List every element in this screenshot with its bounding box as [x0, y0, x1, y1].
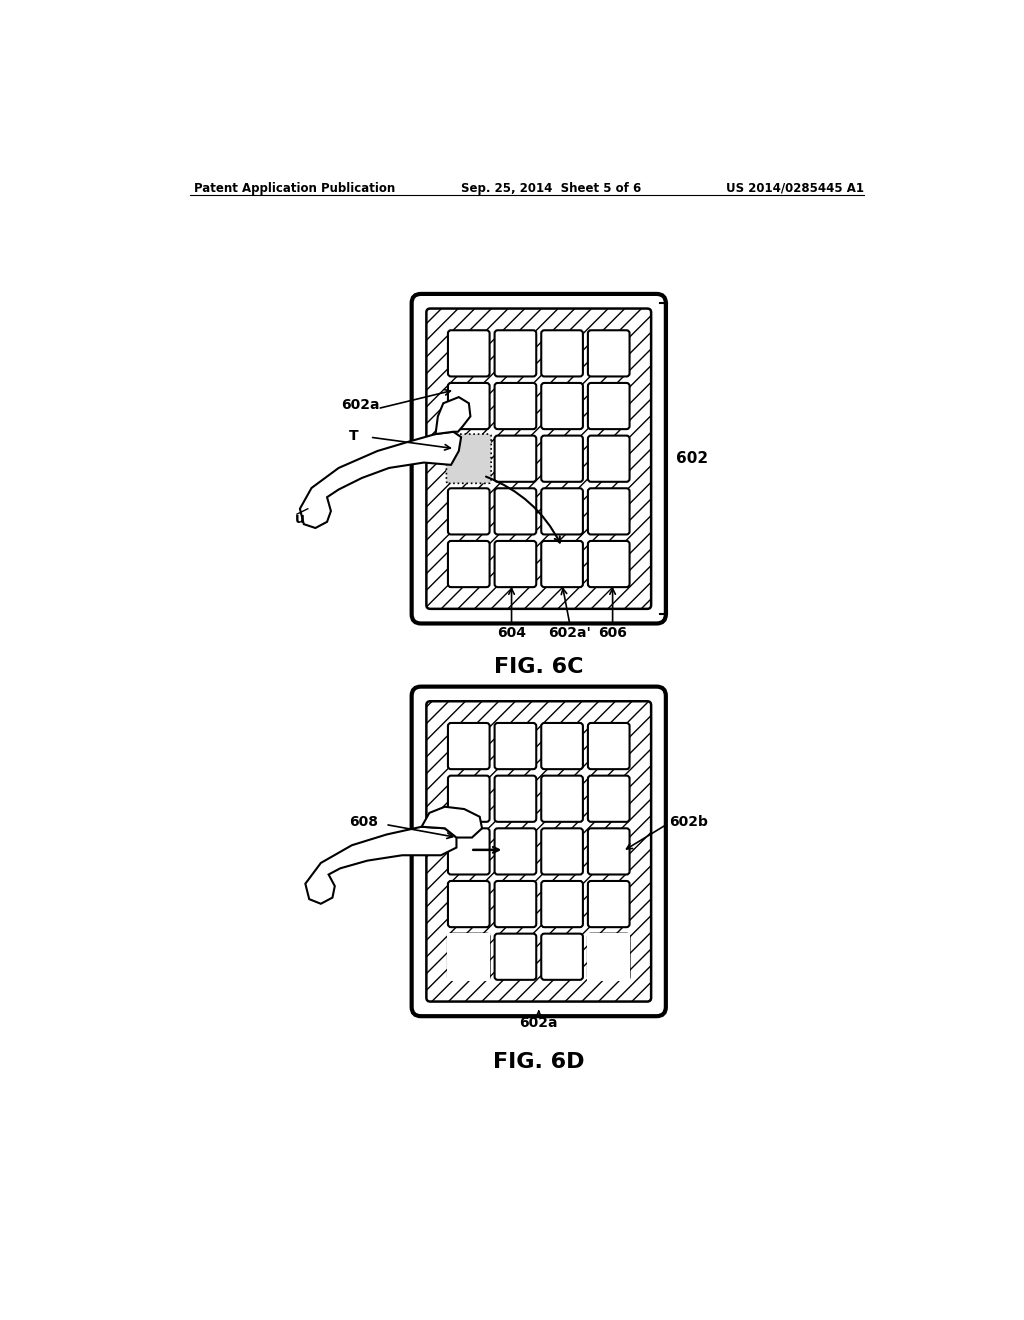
- FancyBboxPatch shape: [495, 541, 537, 587]
- FancyBboxPatch shape: [587, 933, 631, 981]
- Text: US 2014/0285445 A1: US 2014/0285445 A1: [726, 182, 864, 194]
- Text: u: u: [295, 512, 304, 525]
- FancyBboxPatch shape: [542, 436, 583, 482]
- Text: Patent Application Publication: Patent Application Publication: [194, 182, 395, 194]
- FancyBboxPatch shape: [588, 933, 630, 979]
- FancyBboxPatch shape: [412, 686, 666, 1016]
- Polygon shape: [435, 397, 470, 434]
- Text: FIG. 6D: FIG. 6D: [493, 1052, 585, 1072]
- FancyBboxPatch shape: [495, 776, 537, 822]
- FancyBboxPatch shape: [447, 880, 489, 927]
- FancyBboxPatch shape: [542, 776, 583, 822]
- FancyBboxPatch shape: [447, 541, 489, 587]
- FancyBboxPatch shape: [447, 933, 489, 979]
- FancyBboxPatch shape: [495, 829, 537, 874]
- FancyBboxPatch shape: [446, 434, 492, 483]
- FancyBboxPatch shape: [447, 933, 490, 981]
- Text: FIG. 6C: FIG. 6C: [494, 656, 584, 677]
- FancyBboxPatch shape: [542, 488, 583, 535]
- FancyBboxPatch shape: [542, 880, 583, 927]
- FancyBboxPatch shape: [447, 723, 489, 770]
- FancyBboxPatch shape: [412, 294, 666, 623]
- FancyBboxPatch shape: [588, 488, 630, 535]
- Text: 602: 602: [676, 451, 708, 466]
- Polygon shape: [300, 432, 461, 528]
- Text: 602a: 602a: [341, 397, 380, 412]
- FancyBboxPatch shape: [588, 776, 630, 822]
- FancyBboxPatch shape: [588, 829, 630, 874]
- Polygon shape: [422, 807, 482, 838]
- FancyBboxPatch shape: [588, 330, 630, 376]
- FancyBboxPatch shape: [495, 488, 537, 535]
- Text: 606: 606: [598, 626, 627, 640]
- FancyBboxPatch shape: [447, 383, 489, 429]
- FancyBboxPatch shape: [495, 383, 537, 429]
- FancyBboxPatch shape: [495, 933, 537, 979]
- FancyBboxPatch shape: [588, 383, 630, 429]
- Text: T: T: [349, 429, 358, 442]
- FancyBboxPatch shape: [447, 776, 489, 822]
- Text: 604: 604: [497, 626, 526, 640]
- FancyBboxPatch shape: [447, 829, 489, 874]
- FancyBboxPatch shape: [542, 933, 583, 979]
- FancyBboxPatch shape: [426, 701, 651, 1002]
- FancyBboxPatch shape: [426, 309, 651, 609]
- Text: 602a: 602a: [519, 1016, 558, 1030]
- FancyBboxPatch shape: [588, 880, 630, 927]
- FancyBboxPatch shape: [495, 436, 537, 482]
- FancyBboxPatch shape: [542, 541, 583, 587]
- FancyBboxPatch shape: [588, 541, 630, 587]
- Text: 602b: 602b: [669, 816, 708, 829]
- FancyBboxPatch shape: [542, 330, 583, 376]
- FancyBboxPatch shape: [495, 880, 537, 927]
- FancyBboxPatch shape: [447, 488, 489, 535]
- FancyBboxPatch shape: [588, 723, 630, 770]
- FancyBboxPatch shape: [542, 829, 583, 874]
- FancyBboxPatch shape: [447, 330, 489, 376]
- FancyBboxPatch shape: [588, 436, 630, 482]
- FancyBboxPatch shape: [495, 330, 537, 376]
- Text: 608: 608: [349, 816, 378, 829]
- FancyBboxPatch shape: [542, 723, 583, 770]
- FancyBboxPatch shape: [495, 723, 537, 770]
- Polygon shape: [305, 826, 457, 904]
- Text: Sep. 25, 2014  Sheet 5 of 6: Sep. 25, 2014 Sheet 5 of 6: [461, 182, 641, 194]
- FancyBboxPatch shape: [447, 436, 489, 482]
- FancyBboxPatch shape: [542, 383, 583, 429]
- Text: 602a': 602a': [549, 626, 591, 640]
